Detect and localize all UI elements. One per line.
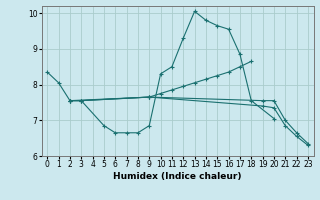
X-axis label: Humidex (Indice chaleur): Humidex (Indice chaleur) (113, 172, 242, 181)
